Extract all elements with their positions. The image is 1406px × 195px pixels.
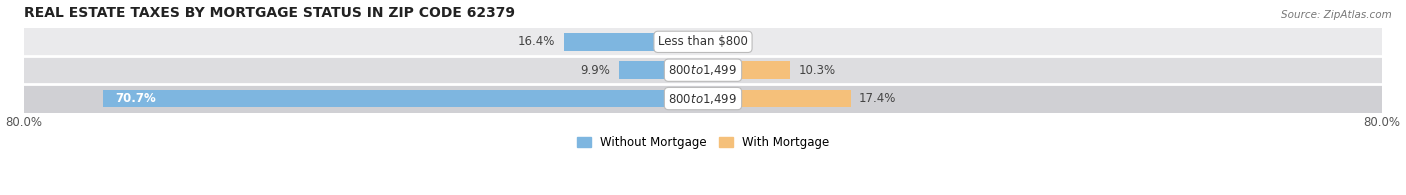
Text: 17.4%: 17.4% — [859, 92, 897, 105]
Bar — [24, 84, 1382, 113]
Text: 9.9%: 9.9% — [581, 64, 610, 77]
Bar — [24, 56, 1382, 84]
Bar — [103, 90, 703, 107]
Text: Less than $800: Less than $800 — [658, 35, 748, 48]
Bar — [703, 61, 790, 79]
Text: $800 to $1,499: $800 to $1,499 — [668, 92, 738, 105]
Bar — [24, 28, 1382, 56]
Text: 70.7%: 70.7% — [115, 92, 156, 105]
Text: 0.0%: 0.0% — [711, 35, 741, 48]
Bar — [619, 61, 703, 79]
Text: $800 to $1,499: $800 to $1,499 — [668, 63, 738, 77]
Bar — [703, 90, 851, 107]
Text: 16.4%: 16.4% — [517, 35, 555, 48]
Bar — [564, 33, 703, 51]
Text: REAL ESTATE TAXES BY MORTGAGE STATUS IN ZIP CODE 62379: REAL ESTATE TAXES BY MORTGAGE STATUS IN … — [24, 5, 515, 20]
Legend: Without Mortgage, With Mortgage: Without Mortgage, With Mortgage — [572, 131, 834, 154]
Text: Source: ZipAtlas.com: Source: ZipAtlas.com — [1281, 10, 1392, 20]
Text: 10.3%: 10.3% — [799, 64, 837, 77]
